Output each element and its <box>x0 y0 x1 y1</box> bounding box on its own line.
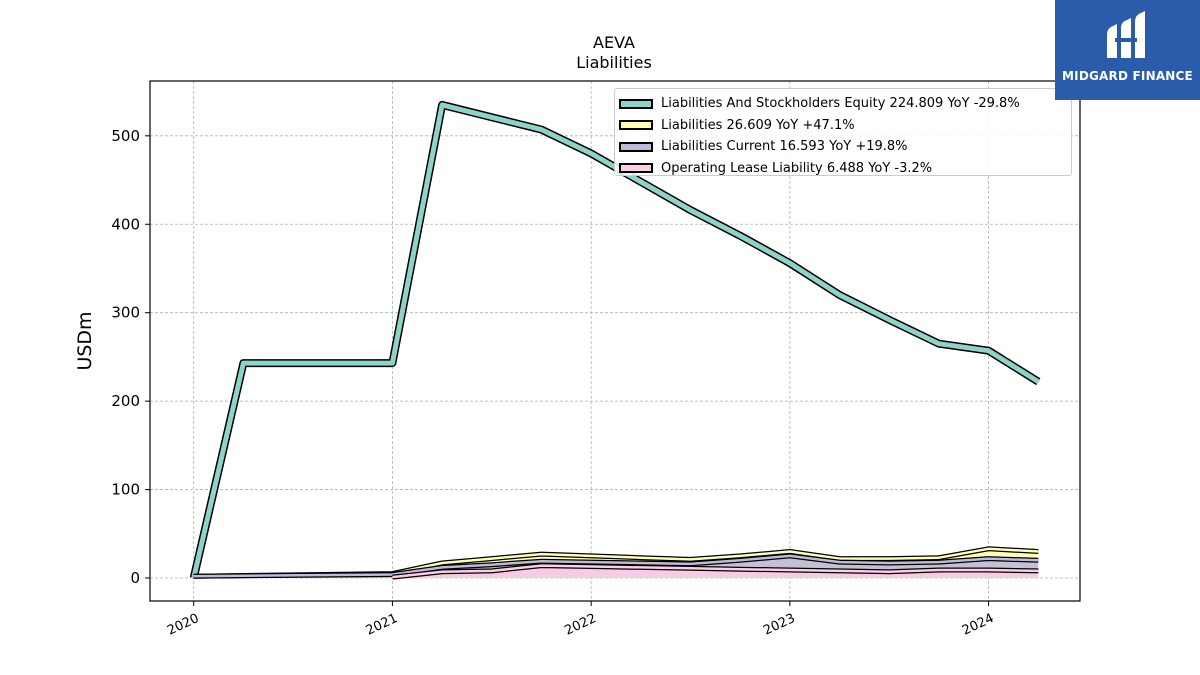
y-axis: 0 100 200 300 400 500 <box>111 127 150 587</box>
legend-item: Operating Lease Liability 6.488 YoY -3.2… <box>619 158 1071 180</box>
x-tick-label: 2023 <box>761 611 797 639</box>
series-area <box>392 565 1039 579</box>
legend-item: Liabilities 26.609 YoY +47.1% <box>619 115 1071 137</box>
y-tick-label: 200 <box>111 392 140 410</box>
legend-item: Liabilities Current 16.593 YoY +19.8% <box>619 136 1071 158</box>
series-0 <box>189 100 1041 579</box>
series-line <box>193 554 1039 578</box>
series-layer <box>189 100 1041 580</box>
legend-swatch <box>619 163 653 174</box>
logo-text: MIDGARD FINANCE <box>1062 69 1193 83</box>
y-axis-label: USDm <box>74 311 96 370</box>
brand-logo: MIDGARD FINANCE <box>1055 0 1200 100</box>
legend-label: Operating Lease Liability 6.488 YoY -3.2… <box>661 160 933 176</box>
logo-mark-icon <box>1107 11 1145 58</box>
legend-label: Liabilities 26.609 YoY +47.1% <box>661 117 855 133</box>
y-tick-label: 500 <box>111 127 140 145</box>
x-axis: 2020 2021 2022 2023 2024 <box>165 601 996 639</box>
series-3 <box>392 563 1039 580</box>
legend-swatch <box>619 120 653 131</box>
series-line <box>193 547 1039 578</box>
y-tick-label: 0 <box>130 569 140 587</box>
y-tick-label: 400 <box>111 215 140 233</box>
x-tick-label: 2024 <box>960 611 996 639</box>
y-tick-label: 300 <box>111 304 140 322</box>
plot-frame <box>149 80 1081 602</box>
legend-label: Liabilities Current 16.593 YoY +19.8% <box>661 139 908 155</box>
series-line <box>392 564 1039 579</box>
chart-subtitle: Liabilities <box>576 53 652 72</box>
legend-swatch <box>619 141 653 152</box>
legend-label: Liabilities And Stockholders Equity 224.… <box>661 96 1020 112</box>
chart-title: AEVA <box>593 33 635 52</box>
x-tick-label: 2022 <box>563 611 599 639</box>
y-tick-label: 100 <box>111 481 140 499</box>
legend-item: Liabilities And Stockholders Equity 224.… <box>619 93 1071 115</box>
legend-swatch <box>619 98 653 109</box>
series-line <box>191 102 1040 579</box>
x-tick-label: 2020 <box>165 611 201 639</box>
legend: Liabilities And Stockholders Equity 224.… <box>614 88 1072 176</box>
x-tick-label: 2021 <box>364 611 400 639</box>
